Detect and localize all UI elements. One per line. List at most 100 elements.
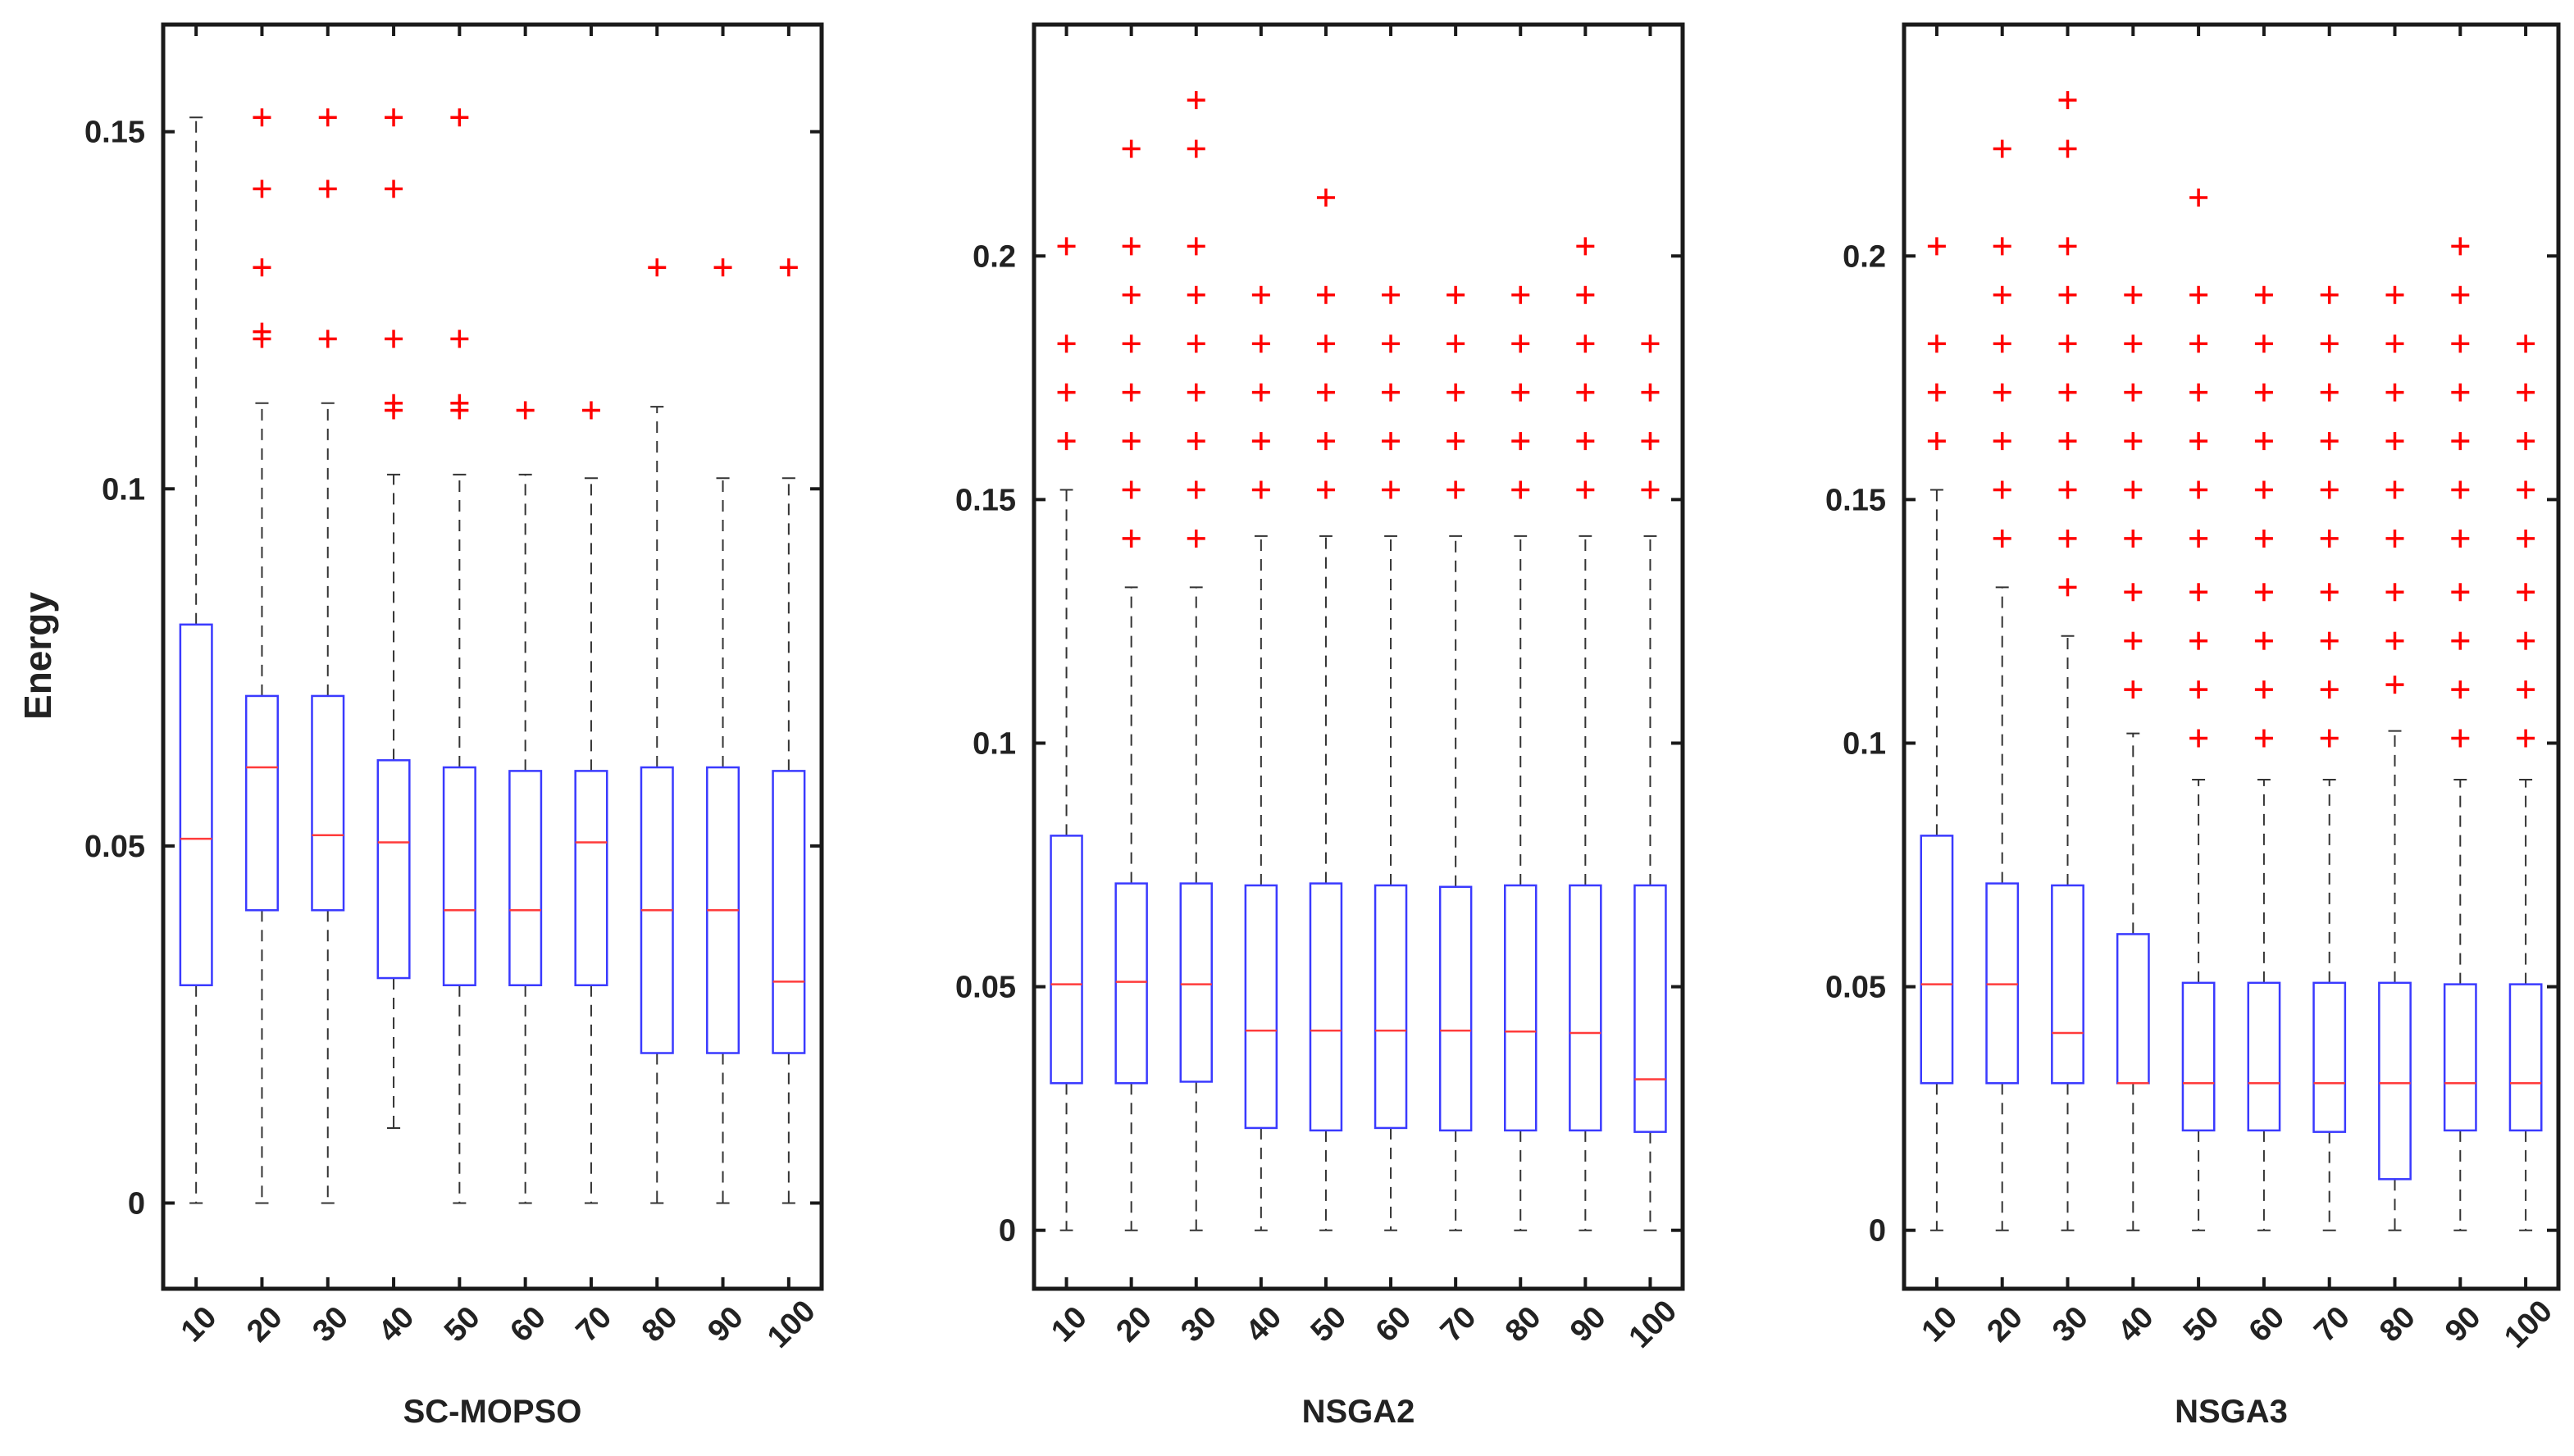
outlier-marker [2451, 631, 2470, 650]
box-20: 20 [1980, 25, 2030, 1349]
box-100: 100 [1623, 25, 1683, 1355]
y-tick-label: 0.2 [973, 239, 1016, 274]
outlier-marker [1187, 334, 1205, 353]
outlier-marker [2254, 480, 2273, 499]
outlier-marker [1122, 139, 1141, 158]
outlier-marker [1057, 334, 1076, 353]
outlier-marker [450, 330, 469, 348]
box-90: 90 [1564, 25, 1613, 1349]
outlier-marker [1927, 237, 1946, 256]
outlier-marker [1993, 237, 2011, 256]
box-iqr [2312, 981, 2347, 1133]
outlier-marker [1993, 432, 2011, 451]
outlier-marker [1122, 383, 1141, 402]
box-80: 80 [2373, 25, 2422, 1349]
outlier-marker [1382, 334, 1401, 353]
box-100: 100 [2498, 25, 2559, 1355]
outlier-marker [1382, 480, 1401, 499]
outlier-marker [2517, 529, 2535, 548]
y-tick-label: 0.1 [1843, 726, 1886, 761]
box-90: 90 [701, 25, 750, 1349]
axes-frame [161, 22, 824, 1291]
x-tick-label: 30 [2046, 1300, 2095, 1349]
outlier-marker [2385, 285, 2404, 304]
x-tick-label: 50 [438, 1300, 487, 1349]
outlier-marker [2189, 631, 2208, 650]
outlier-marker [1576, 480, 1595, 499]
box-iqr [1920, 835, 1954, 1085]
x-tick-label: 20 [1980, 1300, 2030, 1349]
outlier-marker [1187, 480, 1205, 499]
outlier-marker [2320, 480, 2339, 499]
box-iqr [311, 694, 345, 912]
outlier-marker [2451, 529, 2470, 548]
outlier-marker [1446, 285, 1465, 304]
outlier-marker [253, 322, 271, 341]
box-60: 60 [2243, 25, 2292, 1349]
x-tick-label: 100 [2498, 1294, 2559, 1355]
box-iqr [2378, 981, 2412, 1181]
outlier-marker [1576, 285, 1595, 304]
box-60: 60 [503, 25, 553, 1349]
outlier-marker [2517, 334, 2535, 353]
outlier-marker [1122, 237, 1141, 256]
x-axis-label: SC-MOPSO [403, 1394, 582, 1430]
x-tick-label: 90 [1564, 1300, 1613, 1349]
outlier-marker [2124, 480, 2143, 499]
x-tick-label: 70 [1434, 1300, 1483, 1349]
outlier-marker [2517, 480, 2535, 499]
outlier-marker [1187, 529, 1205, 548]
outlier-marker [713, 258, 732, 277]
box-80: 80 [1499, 25, 1548, 1349]
outlier-marker [318, 180, 337, 198]
outlier-marker [1382, 383, 1401, 402]
box-70: 70 [570, 25, 618, 1349]
outlier-marker [2451, 583, 2470, 602]
outlier-marker [1251, 432, 1270, 451]
outlier-marker [1446, 432, 1465, 451]
y-tick-label: 0.05 [1825, 971, 1886, 1005]
outlier-marker [253, 108, 271, 127]
outlier-marker [2320, 729, 2339, 748]
outlier-marker [1057, 383, 1076, 402]
box-30: 30 [306, 25, 355, 1349]
outlier-marker [2124, 529, 2143, 548]
y-tick-label: 0 [128, 1186, 145, 1221]
x-tick-label: 30 [1174, 1300, 1223, 1349]
box-10: 10 [1045, 25, 1094, 1349]
panel-1: 0 0.05 0.1 0.15 10 20 30 40 50 60 70 80 90 100 SC-MOPS… [84, 22, 824, 1430]
outlier-marker [2451, 432, 2470, 451]
outlier-marker [2124, 334, 2143, 353]
outlier-marker [2058, 285, 2077, 304]
outlier-marker [1511, 480, 1530, 499]
box-iqr [1569, 884, 1602, 1132]
box-iqr [1504, 884, 1538, 1132]
outlier-marker [2517, 729, 2535, 748]
outlier-marker [1187, 383, 1205, 402]
x-tick-label: 60 [1369, 1300, 1419, 1349]
outlier-marker [2189, 188, 2208, 207]
outlier-marker [2385, 583, 2404, 602]
x-tick-label: 60 [2243, 1300, 2292, 1349]
outlier-marker [1187, 237, 1205, 256]
outlier-marker [1446, 480, 1465, 499]
outlier-marker [2254, 334, 2273, 353]
outlier-marker [1641, 432, 1660, 451]
outlier-marker [1511, 285, 1530, 304]
box-80: 80 [636, 25, 685, 1349]
outlier-marker [2058, 334, 2077, 353]
x-tick-label: 90 [2439, 1300, 2488, 1349]
outlier-marker [516, 401, 535, 420]
outlier-marker [2451, 334, 2470, 353]
box-40: 40 [2112, 25, 2161, 1349]
y-tick-label: 0.05 [955, 971, 1016, 1005]
outlier-marker [1251, 285, 1270, 304]
y-tick-label: 0.15 [1825, 483, 1886, 517]
outlier-marker [253, 180, 271, 198]
outlier-marker [253, 258, 271, 277]
outlier-marker [2385, 676, 2404, 694]
outlier-marker [2517, 583, 2535, 602]
box-iqr [442, 766, 476, 986]
box-20: 20 [240, 25, 289, 1349]
